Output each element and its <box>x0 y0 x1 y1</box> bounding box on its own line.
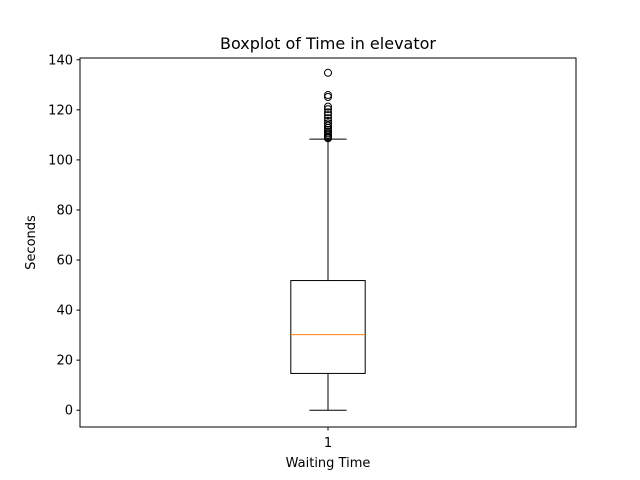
chart-title: Boxplot of Time in elevator <box>220 34 436 53</box>
outlier-point <box>324 102 332 111</box>
y-axis-label: Seconds <box>24 215 39 270</box>
y-tick-label: 20 <box>56 354 73 369</box>
outlier-point <box>324 108 332 117</box>
y-tick-label: 120 <box>48 103 73 118</box>
outlier-point <box>324 93 332 102</box>
box-iqr <box>290 280 366 374</box>
outlier-point <box>324 119 332 128</box>
outlier-point <box>324 114 332 123</box>
plot-content <box>290 68 366 411</box>
outlier-point <box>324 121 332 130</box>
outlier-point <box>324 111 332 120</box>
y-tick-label: 140 <box>48 53 73 68</box>
x-tick-label: 1 <box>324 436 332 451</box>
outlier-point <box>324 105 332 114</box>
outlier-point <box>324 91 332 100</box>
outlier-point <box>324 68 332 77</box>
y-tick-label: 80 <box>56 203 73 218</box>
y-tick-label: 40 <box>56 304 73 319</box>
y-tick-label: 100 <box>48 153 73 168</box>
outlier-point <box>324 116 332 125</box>
x-axis: 1 <box>324 427 332 451</box>
y-tick-label: 60 <box>56 254 73 269</box>
x-axis-label: Waiting Time <box>286 456 371 471</box>
y-axis: 0 20 40 60 80 100 120 140 <box>48 53 80 419</box>
y-tick-label: 0 <box>65 404 73 419</box>
